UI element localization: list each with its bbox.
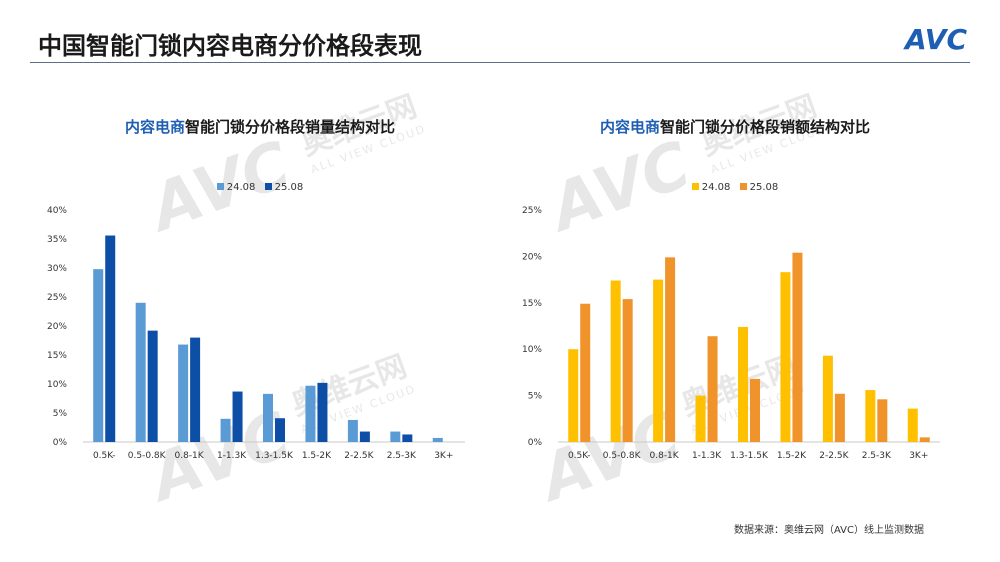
- bar: [178, 344, 189, 442]
- bar: [750, 378, 760, 442]
- legend-item: 24.08: [216, 182, 256, 193]
- x-tick-label: 0.8-1K: [175, 451, 205, 461]
- bar: [877, 399, 888, 442]
- bar: [792, 252, 803, 442]
- sales-chart-plot: 0% 5% 10% 15% 20% 25% 0.5K- 0.5-0.8K 0.8-1K 1-1.3…: [522, 206, 940, 461]
- title-rest: 智能门锁分价格段销额结构对比: [660, 118, 871, 136]
- x-tick-label: 0.5K-: [568, 451, 591, 461]
- x-tick-label: 2-2.5K: [344, 451, 374, 461]
- bar: [93, 269, 104, 442]
- y-tick-label: 5%: [528, 392, 543, 402]
- y-tick-label: 20%: [47, 322, 67, 332]
- bar: [432, 437, 443, 442]
- bar: [220, 418, 231, 442]
- bar: [347, 419, 358, 442]
- legend-swatch: [691, 183, 699, 190]
- bar: [822, 355, 833, 442]
- x-tick-label: 1-1.3K: [217, 451, 247, 461]
- x-tick-label: 1.3-1.5K: [730, 451, 769, 461]
- x-tick-label: 3K+: [434, 451, 453, 461]
- bar: [359, 431, 370, 442]
- legend-item: 24.08: [691, 182, 731, 193]
- bar: [865, 390, 876, 442]
- volume-chart-legend: 24.08 25.08: [45, 182, 475, 193]
- bar: [190, 337, 201, 442]
- bar: [665, 257, 676, 442]
- bar: [568, 349, 579, 442]
- bar: [390, 431, 401, 442]
- volume-chart-plot: 0% 5% 10% 15% 20% 25% 30% 35% 40% 0.5K- 0.5-0.8K 0.…: [47, 206, 465, 461]
- bar: [305, 385, 316, 442]
- bar: [263, 393, 273, 442]
- bar: [780, 272, 791, 442]
- bar: [147, 330, 158, 442]
- y-tick-label: 20%: [522, 252, 542, 262]
- legend-swatch: [216, 183, 224, 190]
- avc-logo-text: AVC: [903, 23, 967, 56]
- title-divider: [30, 62, 970, 63]
- bar: [610, 280, 621, 442]
- legend-swatch: [264, 183, 272, 190]
- y-tick-label: 10%: [522, 345, 542, 355]
- bar: [232, 391, 243, 442]
- y-tick-label: 10%: [47, 380, 67, 390]
- title-highlight: 内容电商: [599, 118, 660, 136]
- bar: [317, 382, 328, 442]
- y-tick-label: 15%: [522, 299, 542, 309]
- bar: [275, 418, 285, 442]
- x-tick-label: 1.3-1.5K: [255, 451, 294, 461]
- legend-item: 25.08: [739, 182, 779, 193]
- volume-chart: 内容电商智能门锁分价格段销量结构对比 24.08 25.08 0% 5% 10% 15…: [45, 110, 475, 480]
- x-tick-label: 2-2.5K: [819, 451, 849, 461]
- sales-chart-legend: 24.08 25.08: [520, 182, 950, 193]
- bar: [738, 326, 748, 442]
- x-tick-label: 2.5-3K: [862, 451, 892, 461]
- legend-item: 25.08: [264, 182, 304, 193]
- x-tick-label: 2.5-3K: [387, 451, 417, 461]
- title-rest: 智能门锁分价格段销量结构对比: [185, 118, 396, 136]
- bar: [580, 303, 591, 442]
- legend-swatch: [739, 183, 747, 190]
- bar: [919, 437, 930, 442]
- y-tick-label: 5%: [53, 409, 68, 419]
- data-source-note: 数据来源：奥维云网（AVC）线上监测数据: [733, 525, 924, 536]
- x-tick-label: 0.5-0.8K: [128, 451, 167, 461]
- bar: [622, 299, 633, 442]
- y-tick-label: 15%: [47, 351, 67, 361]
- bar: [105, 235, 116, 442]
- y-tick-label: 35%: [47, 235, 67, 245]
- page-title: 中国智能门锁内容电商分价格段表现: [38, 32, 422, 60]
- x-tick-label: 0.8-1K: [650, 451, 680, 461]
- x-tick-label: 0.5-0.8K: [603, 451, 642, 461]
- sales-chart-title: 内容电商智能门锁分价格段销额结构对比: [520, 116, 950, 137]
- bar: [653, 279, 664, 442]
- legend-label: 24.08: [226, 182, 256, 193]
- volume-chart-title: 内容电商智能门锁分价格段销量结构对比: [45, 116, 475, 137]
- sales-chart: 内容电商智能门锁分价格段销额结构对比 24.08 25.08 0% 5% 10% 15…: [520, 110, 950, 480]
- bar: [695, 395, 706, 442]
- x-tick-label: 3K+: [909, 451, 928, 461]
- y-tick-label: 25%: [47, 293, 67, 303]
- bar: [834, 393, 845, 442]
- y-tick-label: 0%: [528, 438, 543, 448]
- x-tick-label: 0.5K-: [93, 451, 116, 461]
- x-tick-label: 1-1.3K: [692, 451, 722, 461]
- bar: [707, 336, 718, 442]
- avc-logo: AVC: [903, 23, 967, 56]
- bar: [907, 408, 918, 442]
- y-tick-label: 0%: [53, 438, 68, 448]
- y-tick-label: 40%: [47, 206, 67, 216]
- x-tick-label: 1.5-2K: [777, 451, 807, 461]
- legend-label: 25.08: [749, 182, 779, 193]
- legend-label: 24.08: [701, 182, 731, 193]
- y-tick-label: 25%: [522, 206, 542, 216]
- y-tick-label: 30%: [47, 264, 67, 274]
- x-tick-label: 1.5-2K: [302, 451, 332, 461]
- legend-label: 25.08: [274, 182, 304, 193]
- bar: [135, 302, 146, 442]
- title-highlight: 内容电商: [124, 118, 185, 136]
- bar: [402, 434, 413, 442]
